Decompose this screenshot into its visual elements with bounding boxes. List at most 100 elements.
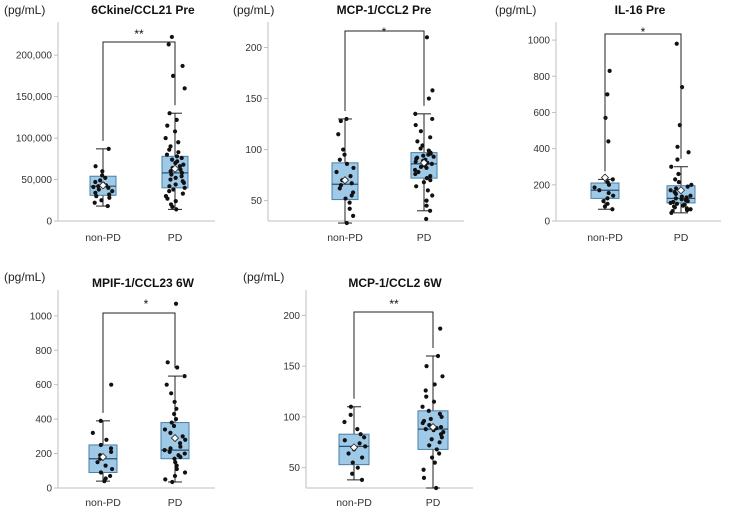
data-point <box>597 188 602 193</box>
data-point <box>605 201 610 206</box>
data-point <box>177 441 183 446</box>
data-point <box>162 427 168 432</box>
category-label-non-pd: non-PD <box>85 497 121 508</box>
significance-bracket <box>344 30 425 111</box>
data-point <box>428 173 433 179</box>
y-tick-label: 50 <box>251 196 263 207</box>
data-point <box>359 477 365 482</box>
data-point <box>427 443 432 448</box>
data-point <box>688 207 693 212</box>
y-tick-label: 1000 <box>528 36 551 47</box>
chart-title: IL-16 Pre <box>615 3 666 17</box>
data-point <box>350 190 356 195</box>
data-point <box>344 220 349 226</box>
data-point <box>673 177 678 182</box>
data-point <box>175 365 180 370</box>
y-unit-label: (pg/mL) <box>233 3 274 17</box>
data-point <box>431 399 437 404</box>
data-point <box>181 162 186 167</box>
data-point <box>169 420 174 425</box>
data-point <box>182 451 187 456</box>
data-point <box>606 190 611 196</box>
data-point <box>180 179 185 184</box>
data-point <box>109 382 114 387</box>
data-point <box>346 451 351 456</box>
data-point <box>429 161 434 166</box>
data-point <box>424 394 429 399</box>
y-tick-label: 200 <box>283 311 300 322</box>
data-point <box>363 444 368 449</box>
data-point <box>98 470 104 475</box>
data-point <box>673 196 679 201</box>
data-point <box>167 449 172 454</box>
category-label-pd: PD <box>168 497 183 508</box>
data-point <box>105 203 110 209</box>
chart-title: MCP-1/CCL2 Pre <box>337 3 432 17</box>
data-point <box>601 199 606 204</box>
data-point <box>428 135 433 140</box>
data-point <box>348 404 353 409</box>
data-point <box>98 418 103 423</box>
data-point <box>611 193 616 198</box>
data-point <box>99 198 104 203</box>
data-point <box>673 186 679 191</box>
significance-marker: ** <box>389 297 399 311</box>
data-point <box>182 470 188 475</box>
data-point <box>437 440 442 445</box>
data-point <box>432 460 437 465</box>
y-tick-label: 1000 <box>30 311 53 322</box>
significance-marker: * <box>382 25 387 39</box>
data-point <box>173 460 178 465</box>
data-point <box>167 184 172 189</box>
data-point <box>168 430 173 436</box>
data-point <box>355 427 360 432</box>
data-point <box>430 116 435 122</box>
data-point <box>169 34 174 40</box>
data-point <box>684 206 689 211</box>
data-point <box>360 455 365 460</box>
data-point <box>168 202 174 207</box>
data-point <box>670 208 675 214</box>
data-point <box>110 189 115 194</box>
data-point <box>676 171 681 177</box>
data-point <box>671 204 677 209</box>
data-point <box>336 132 341 137</box>
data-point <box>438 424 444 430</box>
data-point <box>423 388 428 393</box>
data-point <box>414 184 419 189</box>
y-tick-label: 400 <box>35 415 52 426</box>
data-point <box>437 411 443 416</box>
data-point <box>602 204 608 209</box>
data-point <box>100 169 105 174</box>
data-point <box>167 189 172 194</box>
data-point <box>428 178 433 183</box>
data-point <box>182 185 187 190</box>
data-point <box>180 191 185 196</box>
mean-marker <box>676 186 686 195</box>
data-point <box>168 177 173 182</box>
data-point <box>163 135 168 141</box>
data-point <box>100 173 105 178</box>
data-point <box>342 152 347 157</box>
data-point <box>90 430 95 436</box>
data-point <box>182 373 187 379</box>
data-point <box>357 441 362 446</box>
data-point <box>107 195 112 200</box>
data-point <box>414 155 420 160</box>
data-point <box>420 404 425 409</box>
data-point <box>605 196 610 201</box>
data-point <box>179 174 184 179</box>
category-label-non-pd: non-PD <box>327 232 363 244</box>
data-point <box>424 198 429 203</box>
data-point <box>172 399 177 405</box>
data-point <box>98 442 103 448</box>
y-unit-label: (pg/mL) <box>4 270 45 284</box>
y-tick-label: 200 <box>245 43 262 54</box>
data-point <box>429 455 435 460</box>
data-point <box>413 122 418 128</box>
data-point <box>350 460 355 465</box>
data-point <box>674 201 680 206</box>
data-point <box>431 154 436 159</box>
panel-6ckine-ccl21-pre: (pg/mL) 6Ckine/CCL21 Pre non-PD PD ** 0 5… <box>4 3 215 244</box>
